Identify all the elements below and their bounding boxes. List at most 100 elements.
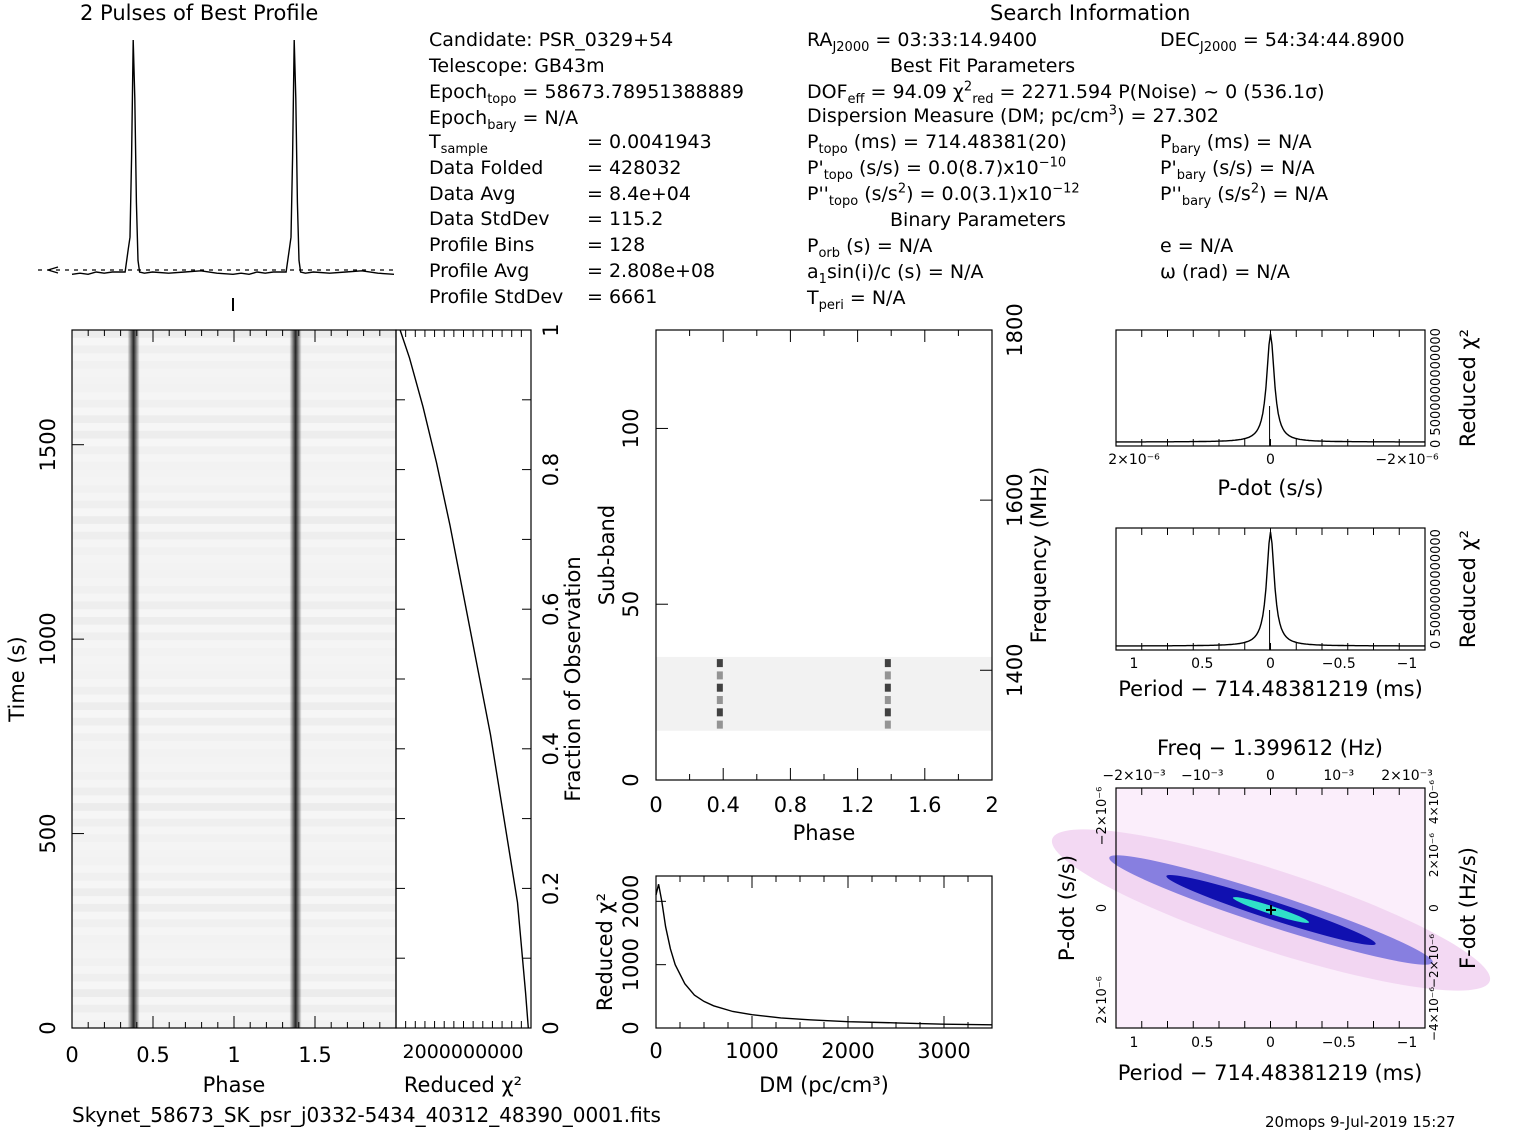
time-phase-row: [72, 919, 396, 928]
time-phase-row: [72, 733, 396, 742]
chi-time-ytick-label: 0.2: [539, 872, 563, 905]
time-phase-row: [72, 663, 396, 672]
dm-xtick-label: 2000: [821, 1039, 874, 1063]
time-phase-ytick-label: 1000: [36, 612, 60, 665]
time-phase-row: [72, 787, 396, 796]
time-phase-row: [72, 368, 396, 378]
time-phase-row: [72, 423, 396, 432]
time-phase-row: [72, 384, 396, 393]
subband-ylabel: Sub-band: [595, 505, 619, 605]
dm-line: [655, 884, 993, 1026]
ppdot-ytick-label: 2×10⁻⁶: [1095, 976, 1110, 1024]
time-phase-row: [72, 989, 396, 998]
ppdot-y2tick-label: 4×10⁻⁶: [1427, 780, 1441, 824]
time-phase-row: [72, 430, 396, 440]
subband-pulse-dot: [884, 708, 891, 717]
ppdot-best-marker: [1266, 905, 1276, 915]
ppdot-y2tick-label: −2×10⁻⁶: [1427, 934, 1441, 988]
timestamp-text: 20mops 9-Jul-2019 15:27: [1265, 1113, 1456, 1131]
pddot-bary-text: P''bary (s/s2) = N/A: [1160, 181, 1329, 209]
chi-time-frame: [395, 329, 532, 1029]
ppdot-top-tick-label: −10⁻³: [1181, 768, 1224, 784]
time-phase-row: [72, 888, 396, 897]
time-phase-row: [72, 516, 396, 525]
chi-time-xlabel: Reduced χ²: [404, 1073, 522, 1097]
time-phase-xtick-label: 0.5: [136, 1043, 169, 1067]
ppdot-y2tick-label: −4×10⁻⁶: [1427, 987, 1441, 1041]
time-phase-row: [72, 826, 396, 835]
time-phase-row: [72, 934, 396, 944]
time-phase-row: [72, 849, 396, 858]
time-phase-row: [72, 500, 396, 509]
ppdot-y2tick-label: 0: [1427, 904, 1441, 912]
dm-text: Dispersion Measure (DM; pc/cm3) = 27.302: [807, 103, 1219, 127]
time-phase-row: [72, 911, 396, 920]
stat-value: = 0.0041943: [587, 131, 712, 153]
time-phase-row: [72, 857, 396, 866]
chi-time-ytick-label: 0.6: [539, 592, 563, 625]
time-phase-row: [72, 624, 396, 633]
time-phase-row: [72, 702, 396, 711]
subband-xtick-label: 0: [649, 793, 662, 817]
subband-pulse-dot: [884, 659, 891, 668]
ppdot-ytick-label: 0: [1095, 904, 1110, 912]
time-phase-row: [72, 880, 396, 889]
time-phase-row: [72, 616, 396, 626]
ppdot-xtick-label: −1: [1397, 1035, 1418, 1051]
stat-label: Data Folded: [429, 156, 544, 179]
subband-y2tick-label: 1800: [1003, 303, 1027, 356]
porb-text: Porb (s) = N/A: [807, 235, 933, 261]
time-phase-ytick-label: 1500: [36, 418, 60, 471]
pdot-curve-line: [1116, 333, 1425, 443]
subband-xtick-label: 1.6: [908, 793, 941, 817]
asini-text: a1sin(i)/c (s) = N/A: [807, 261, 984, 287]
time-phase-row: [72, 1004, 396, 1013]
subband-pulse-dot: [716, 696, 723, 705]
time-phase-row: [72, 632, 396, 641]
best-fit-title: Best Fit Parameters: [890, 55, 1076, 77]
time-phase-row: [72, 593, 396, 602]
subband-y2tick-label: 1400: [1003, 644, 1027, 697]
subband-xtick-label: 0.8: [774, 793, 807, 817]
candidate-text: Candidate: PSR_0329+54: [429, 29, 674, 51]
omega-text: ω (rad) = N/A: [1160, 261, 1290, 283]
pdot-curve-xlabel: P-dot (s/s): [1217, 476, 1323, 500]
period-curve-xtick-label: −0.5: [1322, 656, 1356, 672]
stat-label: Data Avg: [429, 182, 516, 205]
subband-xtick-label: 1.2: [841, 793, 874, 817]
time-phase-row: [72, 531, 396, 540]
time-phase-row: [72, 361, 396, 370]
time-phase-row: [72, 772, 396, 781]
subband-pulse-dot: [716, 708, 723, 717]
subband-pulse-dot: [884, 671, 891, 680]
subband-pulse-dot: [716, 671, 723, 680]
time-phase-row: [72, 492, 396, 502]
pdot-topo-text: P'topo (s/s) = 0.0(8.7)x10−10: [807, 155, 1067, 183]
subband-image: [656, 656, 992, 731]
stat-value: = 2.808e+08: [587, 260, 716, 282]
stat-label: Data StdDev: [429, 208, 550, 231]
epoch-topo-text: Epochtopo = 58673.78951388889: [429, 81, 744, 107]
ppdot-top-tick-label: 2×10⁻³: [1381, 768, 1432, 784]
time-phase-row: [72, 671, 396, 680]
subband-ytick-label: 0: [619, 773, 643, 786]
time-phase-row: [72, 539, 396, 548]
dm-ylabel: Reduced χ²: [593, 893, 617, 1011]
tperi-text: Tperi = N/A: [807, 287, 906, 313]
time-phase-row: [72, 834, 396, 843]
ptopo-text: Ptopo (ms) = 714.48381(20): [807, 131, 1067, 157]
time-phase-row: [72, 896, 396, 905]
subband-xtick-label: 2: [985, 793, 998, 817]
ppdot-ytick-label: −2×10⁻⁶: [1095, 787, 1110, 846]
pdot-curve-frame: [1115, 329, 1426, 447]
stat-label: T: [429, 131, 441, 153]
time-phase-xlabel: Phase: [203, 1073, 266, 1097]
pdot-curve-xtick-label: 2×10⁻⁶: [1108, 452, 1160, 468]
subband-pulse-dot: [716, 720, 723, 729]
ppdot-xtick-label: 0.5: [1191, 1035, 1213, 1051]
time-phase-row: [72, 376, 396, 385]
time-phase-row: [72, 710, 396, 719]
subband-ytick-label: 100: [619, 408, 643, 448]
ra-text: RAJ2000 = 03:33:14.9400: [807, 29, 1038, 55]
